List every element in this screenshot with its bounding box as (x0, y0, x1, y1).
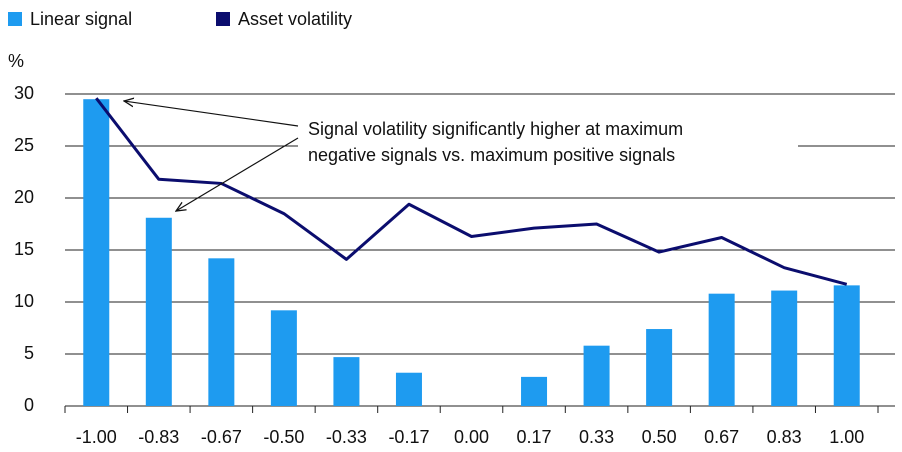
bar (708, 293, 735, 406)
bar (521, 376, 548, 406)
bar (646, 329, 673, 406)
x-tick-label: 0.33 (579, 427, 614, 447)
bar (270, 310, 297, 406)
x-tick-label: 0.00 (454, 427, 489, 447)
x-tick-label: -0.50 (263, 427, 304, 447)
y-tick-label: 5 (24, 343, 34, 363)
bar (145, 217, 172, 406)
legend-swatch (216, 12, 230, 26)
bar (83, 99, 110, 406)
x-tick-label: -0.67 (201, 427, 242, 447)
y-tick-label: 15 (14, 239, 34, 259)
annotation-arrow (124, 101, 299, 127)
bar (333, 357, 360, 406)
bar (208, 258, 235, 406)
annotation: negative signals vs. maximum positive si… (308, 145, 675, 165)
x-tick-label: -0.17 (388, 427, 429, 447)
x-tick-label: 0.83 (767, 427, 802, 447)
annotation-bg (298, 114, 798, 170)
bar (583, 345, 610, 406)
y-tick-label: 25 (14, 135, 34, 155)
bar (771, 290, 798, 406)
x-tick-label: -0.33 (326, 427, 367, 447)
legend-swatch (8, 12, 22, 26)
x-tick-label: 0.67 (704, 427, 739, 447)
y-tick-label: 0 (24, 395, 34, 415)
bar (833, 285, 860, 406)
bar (395, 372, 422, 406)
y-tick-label: 10 (14, 291, 34, 311)
y-unit: % (8, 51, 24, 71)
annotation: Signal volatility significantly higher a… (308, 119, 683, 139)
legend-label: Linear signal (30, 9, 132, 29)
y-tick-label: 20 (14, 187, 34, 207)
y-tick-label: 30 (14, 83, 34, 103)
annotation-arrow (176, 137, 299, 211)
x-tick-label: -1.00 (76, 427, 117, 447)
x-tick-label: 0.17 (517, 427, 552, 447)
x-tick-label: 0.50 (642, 427, 677, 447)
x-tick-label: -0.83 (138, 427, 179, 447)
legend-label: Asset volatility (238, 9, 352, 29)
x-tick-label: 1.00 (829, 427, 864, 447)
